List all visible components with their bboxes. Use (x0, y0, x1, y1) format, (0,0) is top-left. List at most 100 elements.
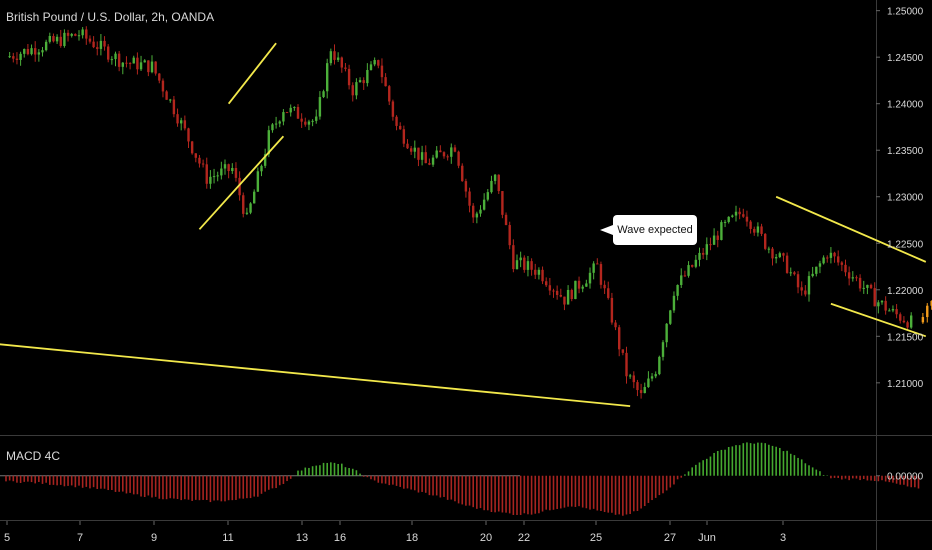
candle (862, 287, 865, 289)
candle (632, 375, 635, 383)
candle (347, 68, 351, 86)
candle (183, 120, 187, 129)
candle (366, 70, 369, 84)
candle (212, 176, 216, 178)
candle (858, 277, 862, 289)
candle (639, 390, 643, 394)
time-tick-label: 3 (780, 532, 786, 544)
candle (680, 275, 683, 285)
candle (501, 191, 504, 215)
candle (712, 235, 716, 245)
candle (282, 112, 285, 122)
candle (384, 77, 387, 87)
candle (377, 60, 380, 66)
candle (596, 263, 599, 265)
candle (413, 147, 416, 152)
candle (884, 300, 887, 311)
wave-callout[interactable]: Wave expected (613, 215, 697, 245)
candle (636, 382, 639, 391)
projection-candles (921, 300, 932, 324)
price-axis[interactable]: 1.25000 1.24500 1.24000 1.23500 1.23000 1.225… (876, 7, 924, 483)
candle (676, 284, 679, 296)
candle (577, 280, 581, 289)
candle (665, 323, 668, 343)
candle (840, 262, 844, 265)
time-tick-label: Jun (698, 532, 716, 544)
candle (96, 47, 99, 49)
candle (231, 168, 234, 172)
candle (391, 101, 395, 117)
candle (545, 281, 548, 286)
candle (23, 49, 26, 54)
candle (318, 97, 322, 117)
candle (625, 352, 628, 377)
candle (654, 374, 657, 377)
candle (336, 57, 340, 60)
candle (647, 378, 650, 388)
candle (461, 165, 464, 182)
candle (555, 290, 559, 295)
candle (8, 56, 11, 58)
projection-candle (930, 300, 932, 306)
candle (464, 181, 468, 192)
candle (293, 107, 296, 109)
candle (322, 91, 325, 98)
candle (833, 252, 836, 257)
candle (552, 290, 555, 292)
candle (523, 257, 526, 270)
candle (311, 120, 314, 122)
time-tick-label: 7 (77, 532, 83, 544)
candle (358, 80, 362, 83)
price-tick-label: 1.24500 (887, 53, 924, 64)
candle (742, 214, 745, 217)
time-tick-label: 16 (334, 532, 346, 544)
candle (278, 121, 281, 124)
candle (490, 180, 493, 193)
candle (804, 290, 807, 295)
candle (610, 297, 614, 323)
candle (48, 35, 51, 42)
candle (209, 176, 212, 184)
candle (497, 174, 500, 192)
candle (114, 53, 117, 60)
candle (472, 205, 475, 218)
time-tick-label: 5 (4, 532, 10, 544)
candle (304, 121, 307, 125)
time-tick-label: 22 (518, 532, 530, 544)
candle (399, 125, 402, 130)
time-axis[interactable]: 5 7 9 11 13 16 18 20 22 25 27 Jun 3 (4, 521, 786, 544)
candle (581, 286, 584, 289)
candle (395, 116, 398, 126)
candle (333, 51, 336, 60)
candle (475, 213, 479, 218)
candle (37, 52, 41, 55)
candle (559, 294, 562, 297)
candle (800, 287, 803, 291)
candle (139, 62, 143, 70)
candle (910, 315, 913, 328)
candle (165, 91, 168, 100)
trendline (0, 343, 631, 407)
price-tick-label: 1.21500 (887, 332, 924, 343)
candle (774, 257, 778, 259)
candle (326, 63, 329, 92)
candle (847, 272, 851, 279)
macd-histogram (5, 442, 920, 516)
candle (424, 152, 427, 164)
trendline (227, 42, 277, 105)
candle (537, 269, 541, 275)
candle (26, 49, 30, 55)
time-tick-label: 27 (664, 532, 676, 544)
candle (143, 60, 146, 63)
candle (169, 99, 172, 101)
candle (136, 57, 139, 70)
chart-title: British Pound / U.S. Dollar, 2h, OANDA (6, 10, 215, 24)
candle (661, 342, 665, 357)
macd-label: MACD 4C (6, 449, 61, 463)
candle (493, 174, 497, 181)
candle (187, 128, 190, 142)
candle (344, 67, 347, 69)
candle (198, 157, 201, 164)
candle (271, 124, 274, 131)
